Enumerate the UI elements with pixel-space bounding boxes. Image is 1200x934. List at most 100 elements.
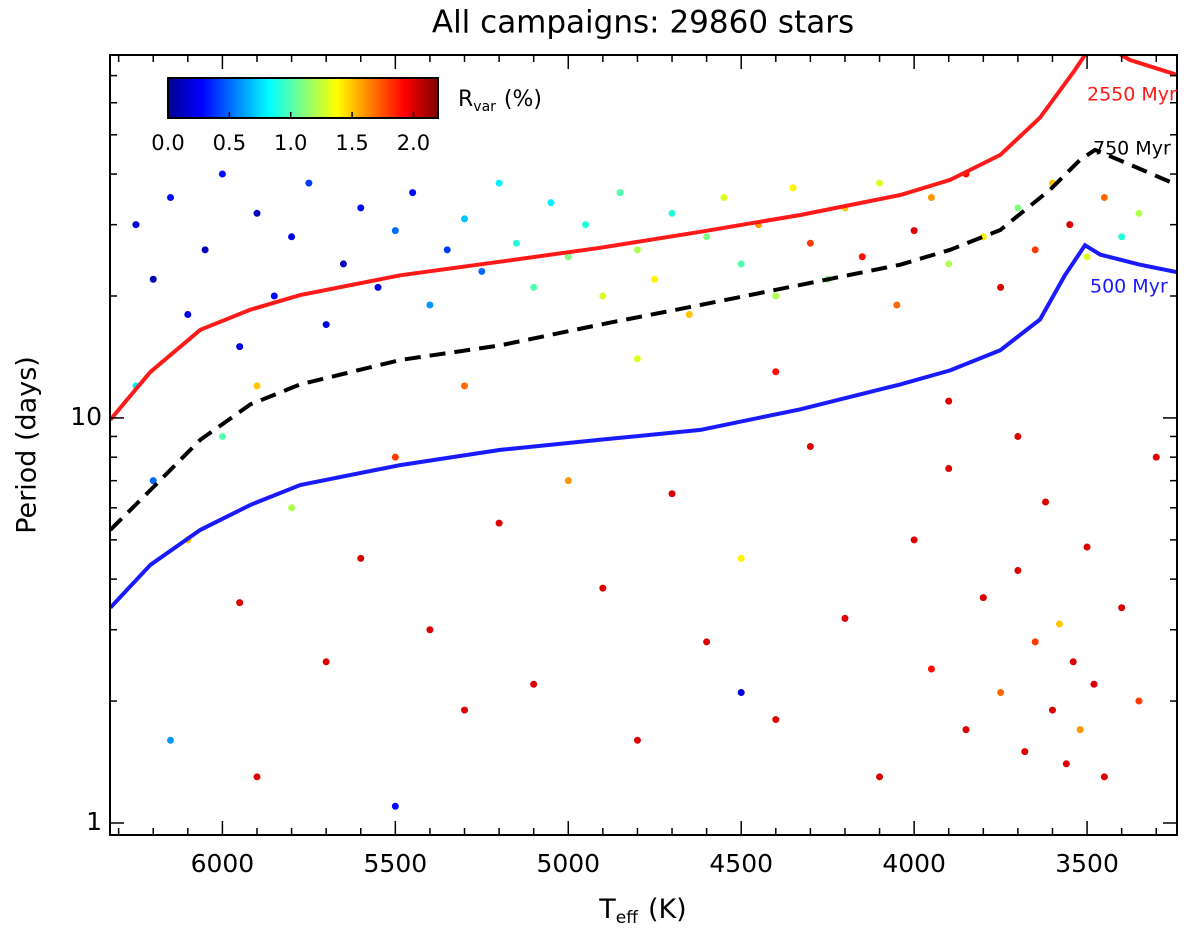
- star-point: [633, 736, 641, 744]
- star-point: [357, 554, 365, 562]
- y-axis-label: Period (days): [12, 356, 43, 534]
- colorbar: 0.0 0.5 1.0 1.5 2.0: [151, 77, 439, 155]
- star-point: [236, 343, 244, 351]
- star-point: [997, 688, 1005, 696]
- star-point: [703, 233, 711, 241]
- star-point: [167, 736, 175, 744]
- star-point: [218, 170, 226, 178]
- star-point: [478, 267, 486, 275]
- colorbar-label: Rvar (%): [458, 87, 542, 115]
- curves: [110, 55, 1177, 610]
- star-point: [633, 355, 641, 363]
- star-point: [997, 283, 1005, 291]
- star-point: [668, 490, 676, 498]
- plot-area: [132, 170, 1160, 810]
- x-tick-label: 4500: [709, 849, 773, 878]
- star-point: [149, 477, 157, 485]
- star-point: [1083, 543, 1091, 551]
- star-point: [876, 179, 884, 187]
- star-point: [1118, 233, 1126, 241]
- colorbar-tick-label: 0.0: [151, 131, 184, 155]
- star-point: [201, 246, 209, 254]
- star-point: [1066, 221, 1074, 229]
- curve-label: 2550 Myr: [1087, 84, 1177, 106]
- x-tick-label: 5500: [364, 849, 428, 878]
- star-point: [737, 554, 745, 562]
- star-point: [806, 443, 814, 451]
- star-point: [876, 773, 884, 781]
- star-point: [651, 275, 659, 283]
- star-point: [1152, 453, 1160, 461]
- plot-frame: [109, 54, 1178, 836]
- star-point: [737, 260, 745, 268]
- star-point: [1031, 638, 1039, 646]
- star-point: [426, 301, 434, 309]
- star-point: [1014, 204, 1022, 212]
- x-axis-label: Teff (K): [598, 894, 686, 929]
- star-point: [391, 453, 399, 461]
- star-point: [616, 189, 624, 197]
- star-point: [685, 311, 693, 319]
- y-tick-label: 10: [70, 402, 102, 431]
- star-point: [167, 194, 175, 202]
- star-point: [322, 658, 330, 666]
- star-point: [945, 260, 953, 268]
- star-point: [339, 260, 347, 268]
- star-point: [772, 716, 780, 724]
- star-point: [409, 189, 417, 197]
- star-point: [270, 292, 278, 300]
- colorbar-tick-label: 2.0: [397, 131, 430, 155]
- star-point: [218, 432, 226, 440]
- star-point: [132, 221, 140, 229]
- star-point: [962, 726, 970, 734]
- star-point: [564, 253, 572, 261]
- star-point: [1062, 760, 1070, 768]
- star-point: [1090, 680, 1098, 688]
- star-point: [461, 215, 469, 223]
- star-point: [927, 665, 935, 673]
- star-point: [461, 382, 469, 390]
- curve-label: 500 Myr: [1090, 276, 1168, 298]
- star-point: [910, 536, 918, 544]
- star-point: [530, 283, 538, 291]
- star-point: [668, 209, 676, 217]
- star-point: [1021, 748, 1029, 756]
- star-point: [1014, 432, 1022, 440]
- star-point: [979, 594, 987, 602]
- star-point: [1118, 604, 1126, 612]
- star-point: [391, 802, 399, 810]
- star-point: [253, 382, 261, 390]
- star-point: [1076, 726, 1084, 734]
- star-point: [1069, 658, 1077, 666]
- x-tick-label: 4000: [882, 849, 946, 878]
- star-point: [1042, 498, 1050, 506]
- star-point: [720, 194, 728, 202]
- star-point: [772, 368, 780, 376]
- x-tick-label: 3500: [1055, 849, 1119, 878]
- star-point: [599, 584, 607, 592]
- star-point: [841, 614, 849, 622]
- star-point: [772, 292, 780, 300]
- star-point: [288, 504, 296, 512]
- star-point: [495, 179, 503, 187]
- star-point: [495, 519, 503, 527]
- star-point: [184, 311, 192, 319]
- star-point: [426, 626, 434, 634]
- star-point: [1135, 209, 1143, 217]
- star-point: [357, 204, 365, 212]
- star-point: [893, 301, 901, 309]
- age-curve: [110, 147, 1177, 532]
- star-point: [582, 221, 590, 229]
- star-point: [253, 209, 261, 217]
- colorbar-tick-label: 1.0: [274, 131, 307, 155]
- star-point: [1048, 706, 1056, 714]
- star-point: [945, 465, 953, 473]
- star-point: [789, 184, 797, 192]
- star-point: [374, 283, 382, 291]
- star-point: [910, 227, 918, 235]
- star-point: [945, 397, 953, 405]
- star-point: [1014, 567, 1022, 575]
- star-point: [443, 246, 451, 254]
- star-point: [461, 706, 469, 714]
